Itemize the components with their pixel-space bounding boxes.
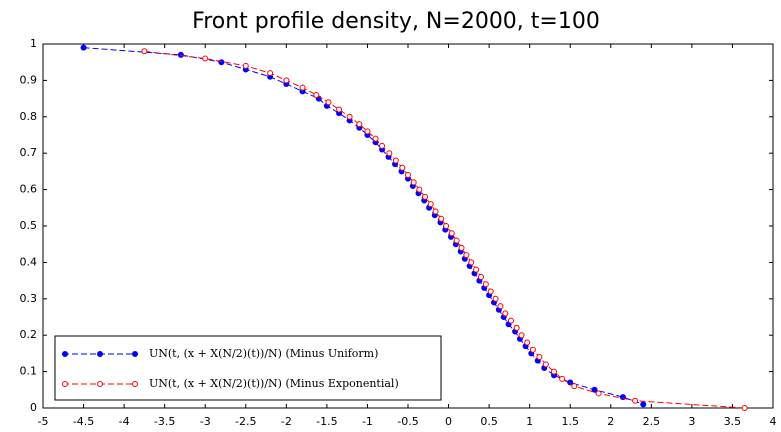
point bbox=[559, 375, 566, 382]
x-tick-label: 1.5 bbox=[561, 415, 579, 428]
point bbox=[492, 295, 499, 302]
x-tick-label: 0 bbox=[445, 415, 452, 428]
point bbox=[458, 244, 465, 251]
point bbox=[591, 386, 598, 393]
y-tick-label: 1 bbox=[30, 37, 37, 50]
point bbox=[595, 390, 602, 397]
x-tick-label: 3 bbox=[688, 415, 695, 428]
x-tick-label: 3.5 bbox=[724, 415, 742, 428]
y-tick-label: 0.1 bbox=[20, 365, 38, 378]
x-tick-label: 0.5 bbox=[480, 415, 498, 428]
point bbox=[372, 135, 379, 142]
point bbox=[313, 91, 320, 98]
point bbox=[346, 113, 353, 120]
point bbox=[392, 157, 399, 164]
point bbox=[356, 121, 363, 128]
point bbox=[443, 223, 450, 229]
legend-marker bbox=[62, 381, 68, 387]
x-tick-label: -3.5 bbox=[154, 415, 175, 428]
point bbox=[218, 59, 225, 66]
point bbox=[448, 230, 455, 237]
point bbox=[141, 48, 148, 55]
point bbox=[536, 354, 543, 361]
point bbox=[497, 303, 504, 310]
point bbox=[410, 179, 417, 186]
x-tick-label: 4 bbox=[770, 415, 777, 428]
x-tick-label: -5 bbox=[38, 415, 49, 428]
y-tick-label: 0.9 bbox=[20, 73, 38, 86]
point bbox=[473, 266, 480, 273]
y-tick-label: 0.4 bbox=[20, 255, 38, 268]
point bbox=[432, 208, 439, 215]
legend-label: UN(t, (x + X(N/2)(t))/N) (Minus Uniform) bbox=[149, 347, 378, 360]
legend-marker bbox=[132, 381, 138, 387]
point bbox=[518, 332, 525, 339]
x-tick-label: 1 bbox=[526, 415, 533, 428]
point bbox=[508, 317, 515, 324]
point bbox=[463, 252, 470, 259]
x-tick-label: -2 bbox=[281, 415, 292, 428]
legend-box bbox=[54, 335, 442, 401]
point bbox=[325, 99, 332, 106]
legend-label: UN(t, (x + X(N/2)(t))/N) (Minus Exponent… bbox=[149, 377, 399, 390]
point bbox=[567, 379, 574, 386]
point bbox=[386, 150, 393, 157]
point bbox=[551, 368, 557, 375]
point bbox=[405, 172, 411, 179]
point bbox=[482, 281, 489, 288]
point bbox=[438, 215, 445, 222]
x-tick-label: -3 bbox=[200, 415, 211, 428]
legend-marker bbox=[62, 351, 68, 357]
point bbox=[416, 186, 423, 193]
point bbox=[80, 44, 87, 51]
point bbox=[242, 62, 249, 69]
y-tick-label: 0.8 bbox=[20, 110, 38, 123]
legend-marker bbox=[132, 351, 138, 357]
x-tick-label: -2.5 bbox=[235, 415, 256, 428]
point bbox=[502, 310, 509, 317]
x-tick-label: 2 bbox=[607, 415, 614, 428]
point bbox=[513, 324, 520, 331]
x-tick-label: -1.5 bbox=[316, 415, 337, 428]
point bbox=[379, 142, 386, 149]
point bbox=[487, 288, 494, 295]
point bbox=[299, 84, 306, 91]
point bbox=[267, 70, 274, 77]
y-tick-label: 0.3 bbox=[20, 292, 38, 305]
x-tick-label: -0.5 bbox=[397, 415, 418, 428]
point bbox=[364, 128, 371, 135]
point bbox=[283, 77, 290, 84]
point bbox=[529, 346, 536, 353]
point bbox=[427, 201, 434, 208]
point bbox=[399, 164, 406, 171]
y-tick-label: 0.7 bbox=[20, 146, 38, 159]
x-tick-label: -1 bbox=[362, 415, 373, 428]
point bbox=[336, 106, 343, 113]
point bbox=[571, 383, 578, 390]
y-tick-label: 0.2 bbox=[20, 328, 38, 341]
x-tick-label: 2.5 bbox=[643, 415, 661, 428]
y-tick-label: 0.6 bbox=[20, 183, 38, 196]
y-tick-label: 0.5 bbox=[20, 219, 38, 232]
x-tick-label: -4.5 bbox=[73, 415, 94, 428]
legend-marker bbox=[97, 381, 103, 387]
point bbox=[453, 237, 460, 244]
point bbox=[468, 259, 475, 266]
point bbox=[478, 273, 484, 280]
point bbox=[177, 51, 184, 58]
point bbox=[542, 361, 549, 368]
point bbox=[422, 193, 429, 200]
y-tick-label: 0 bbox=[30, 401, 37, 414]
point bbox=[741, 405, 748, 411]
point bbox=[632, 397, 639, 404]
point bbox=[202, 55, 209, 62]
chart-title: Front profile density, N=2000, t=100 bbox=[192, 9, 600, 34]
point bbox=[524, 339, 531, 346]
x-tick-label: -4 bbox=[119, 415, 130, 428]
legend-marker bbox=[97, 351, 103, 357]
point bbox=[640, 401, 647, 408]
